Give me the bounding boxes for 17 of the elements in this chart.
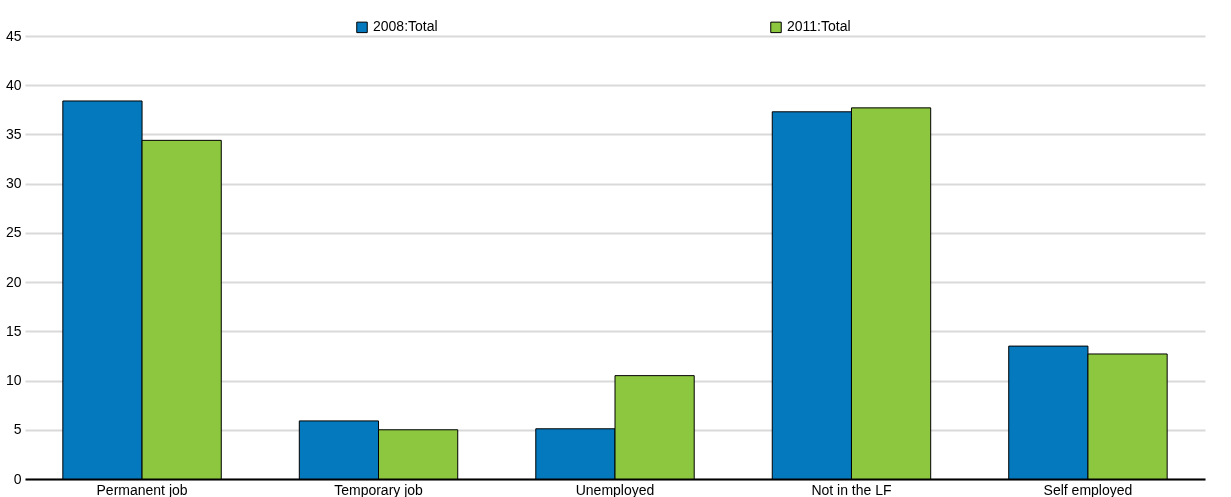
x-tick-label: Self employed — [1043, 481, 1133, 497]
x-tick-label: Temporary job — [334, 481, 424, 497]
x-tick-label: Not in the LF — [811, 481, 892, 497]
y-tick-label: 25 — [5, 224, 22, 241]
legend-label: 2011:Total — [787, 18, 851, 35]
y-tick-label: 10 — [5, 372, 22, 389]
x-tick-label: Unemployed — [575, 481, 655, 497]
y-tick-label: 0 — [13, 470, 22, 487]
y-tick-label: 15 — [5, 322, 22, 339]
y-tick-label: 45 — [5, 27, 22, 44]
y-tick-label: 35 — [5, 125, 22, 142]
y-tick-label: 5 — [13, 421, 22, 438]
y-tick-label: 30 — [5, 175, 22, 192]
legend-label: 2008:Total — [373, 18, 438, 35]
x-tick-label: Permanent job — [96, 481, 188, 497]
y-tick-label: 40 — [5, 76, 22, 93]
y-tick-label: 20 — [5, 273, 22, 290]
